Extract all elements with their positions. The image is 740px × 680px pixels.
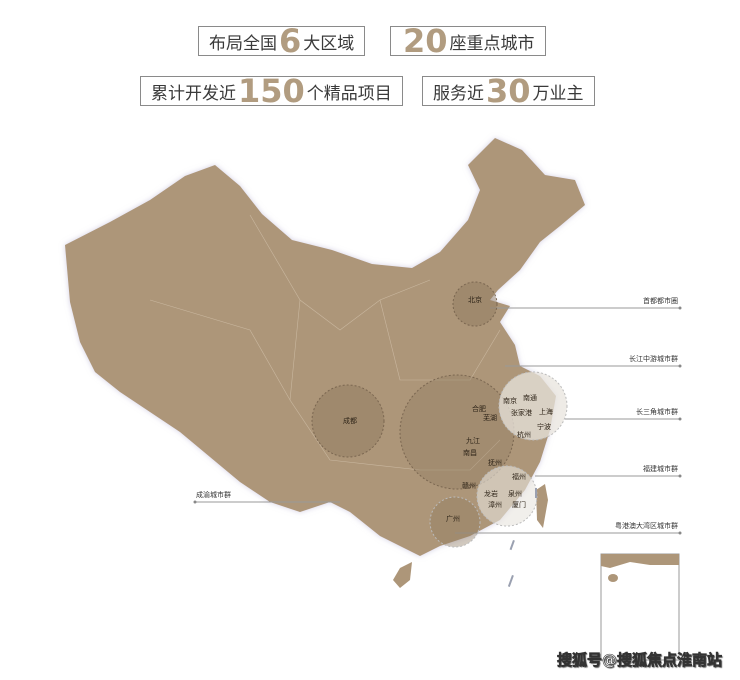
city-label: 泉州: [508, 490, 522, 498]
cluster-circle-gba: [429, 496, 481, 548]
watermark: 搜狐号@搜狐焦点淮南站: [556, 651, 723, 670]
cluster-label: 长江中游城市群: [629, 355, 678, 363]
city-label: 抚州: [488, 459, 502, 467]
stat-cities: 20 座重点城市: [390, 22, 546, 60]
city-label: 上海: [539, 408, 553, 416]
stat-number: 150: [238, 72, 305, 110]
stat-projects: 累计开发近 150 个精品项目: [140, 72, 403, 110]
cluster-label: 成渝城市群: [196, 491, 231, 499]
stat-prefix: 服务近: [433, 83, 484, 104]
stat-suffix: 个精品项目: [306, 83, 392, 104]
city-label: 漳州: [488, 501, 502, 509]
stat-prefix: 累计开发近: [151, 83, 236, 104]
city-label: 赣州: [462, 482, 476, 490]
stat-prefix: 布局全国: [209, 33, 277, 54]
stat-number: 20: [403, 22, 448, 60]
city-label: 芜湖: [483, 414, 497, 422]
cluster-label: 粤港澳大湾区城市群: [615, 522, 678, 530]
cluster-label: 福建城市群: [643, 465, 678, 473]
mainland-shape: [65, 138, 585, 556]
stat-suffix: 万业主: [532, 83, 584, 104]
city-label: 南通: [523, 394, 537, 402]
stat-owners: 服务近 30 万业主: [422, 72, 595, 110]
city-label: 宁波: [537, 423, 551, 431]
province-borders: [149, 214, 501, 471]
stat-number: 30: [486, 72, 531, 110]
cluster-circle-beijing: [452, 281, 498, 327]
hainan-shape: [393, 562, 412, 588]
taiwan-shape: [536, 484, 548, 528]
city-label: 张家港: [511, 409, 532, 417]
stat-regions: 布局全国 6 大区域: [198, 22, 366, 60]
city-label: 成都: [343, 417, 357, 425]
stat-suffix: 座重点城市: [449, 33, 535, 54]
cluster-label: 首都都市圈: [643, 297, 678, 305]
cluster-circle-yangtze-delta: [498, 371, 568, 441]
city-label: 广州: [446, 515, 460, 523]
south-sea-inset: [600, 553, 680, 661]
city-label: 龙岩: [484, 490, 498, 498]
city-label: 厦门: [512, 501, 526, 509]
city-label: 福州: [512, 473, 526, 481]
city-label: 北京: [468, 296, 482, 304]
city-label: 杭州: [517, 431, 531, 439]
cluster-label: 长三角城市群: [636, 408, 678, 416]
city-label: 合肥: [472, 405, 486, 413]
leader-lines: [195, 307, 680, 534]
city-label: 九江: [466, 437, 480, 445]
stat-number: 6: [279, 22, 302, 60]
city-label: 南昌: [463, 449, 477, 457]
stat-suffix: 大区域: [303, 33, 355, 54]
city-label: 南京: [503, 397, 517, 405]
cluster-circle-chengyu: [311, 384, 385, 458]
